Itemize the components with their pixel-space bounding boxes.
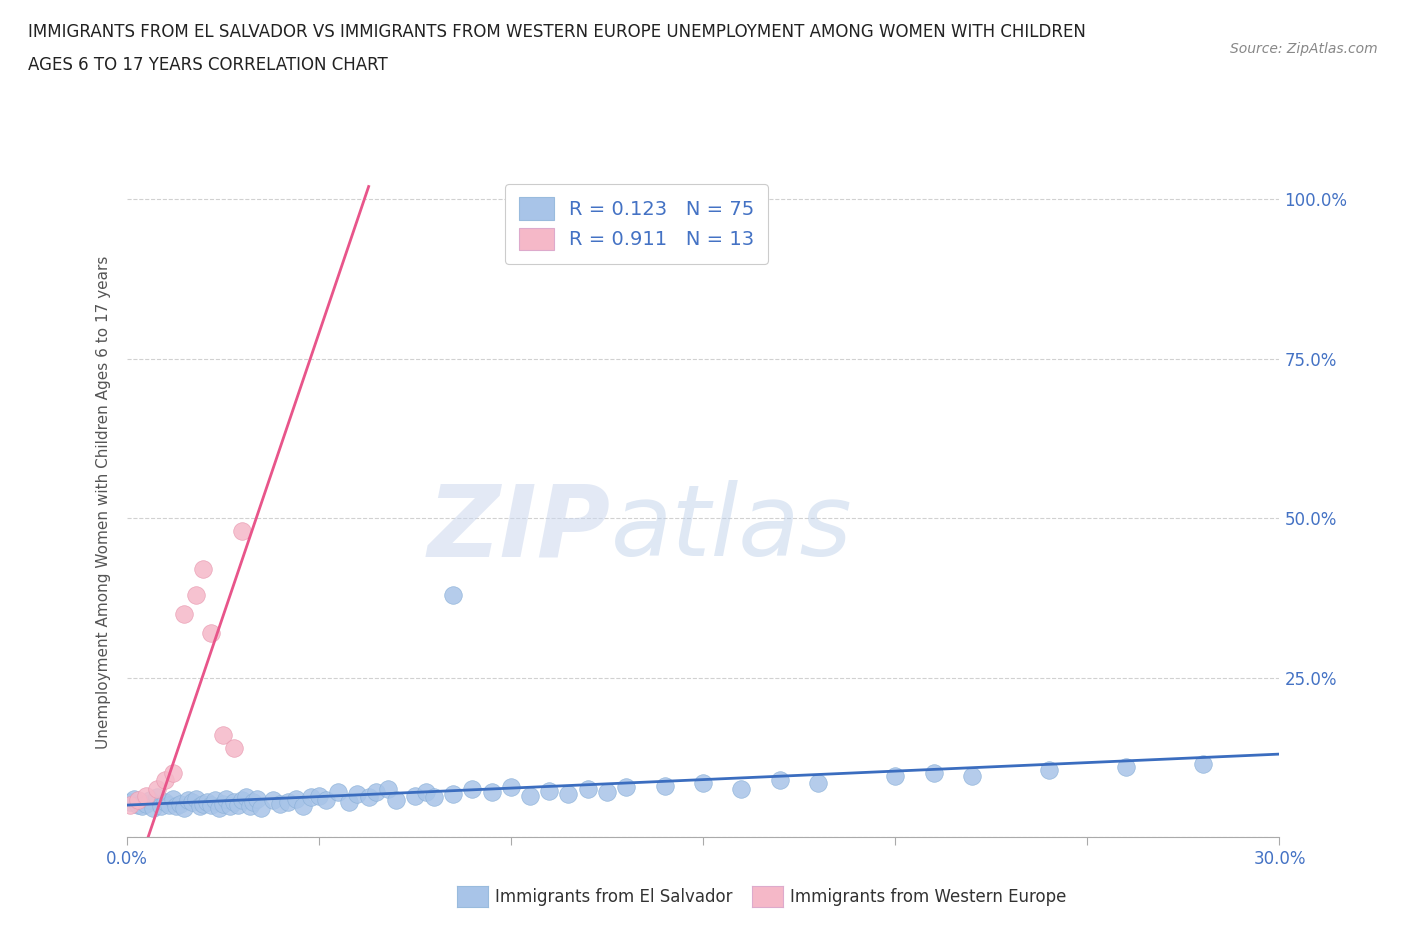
- Point: [122, 791, 145, 806]
- Text: Source: ZipAtlas.com: Source: ZipAtlas.com: [1230, 42, 1378, 56]
- Point: [250, 801, 273, 816]
- Point: [730, 782, 752, 797]
- Point: [384, 792, 406, 807]
- Point: [654, 778, 676, 793]
- Point: [519, 788, 541, 803]
- Point: [277, 794, 299, 809]
- Point: [557, 786, 579, 801]
- Point: [224, 794, 246, 809]
- Point: [481, 785, 503, 800]
- Point: [231, 792, 253, 807]
- Point: [339, 794, 361, 809]
- Point: [326, 785, 349, 800]
- Point: [193, 562, 215, 577]
- Point: [377, 782, 399, 797]
- Point: [242, 794, 264, 809]
- Legend: R = 0.123   N = 75, R = 0.911   N = 13: R = 0.123 N = 75, R = 0.911 N = 13: [505, 184, 768, 264]
- Point: [204, 792, 226, 807]
- Point: [224, 740, 246, 755]
- Point: [219, 799, 242, 814]
- Point: [299, 790, 322, 804]
- Point: [173, 606, 195, 621]
- Point: [153, 772, 176, 787]
- Point: [131, 799, 153, 814]
- Point: [1191, 756, 1213, 771]
- Point: [415, 785, 437, 800]
- Point: [184, 791, 207, 806]
- Point: [127, 792, 149, 807]
- Point: [146, 782, 169, 797]
- Point: [200, 798, 222, 813]
- Point: [231, 524, 253, 538]
- Point: [884, 769, 907, 784]
- Text: IMMIGRANTS FROM EL SALVADOR VS IMMIGRANTS FROM WESTERN EUROPE UNEMPLOYMENT AMONG: IMMIGRANTS FROM EL SALVADOR VS IMMIGRANT…: [28, 23, 1085, 41]
- Point: [614, 780, 637, 795]
- Point: [169, 796, 191, 811]
- Point: [576, 782, 599, 797]
- Point: [195, 794, 218, 809]
- Point: [596, 785, 619, 800]
- Point: [346, 786, 368, 801]
- Point: [120, 794, 142, 809]
- Point: [284, 791, 307, 806]
- Text: Immigrants from Western Europe: Immigrants from Western Europe: [790, 887, 1067, 906]
- Point: [315, 792, 337, 807]
- Text: AGES 6 TO 17 YEARS CORRELATION CHART: AGES 6 TO 17 YEARS CORRELATION CHART: [28, 56, 388, 73]
- Point: [184, 587, 207, 602]
- Point: [180, 794, 202, 809]
- Text: ZIP: ZIP: [427, 481, 610, 578]
- Point: [269, 796, 291, 811]
- Point: [499, 780, 522, 795]
- Point: [404, 788, 426, 803]
- Point: [292, 799, 315, 814]
- Point: [769, 772, 792, 787]
- Point: [441, 587, 464, 602]
- Point: [208, 801, 231, 816]
- Point: [366, 785, 388, 800]
- Point: [166, 799, 188, 814]
- Point: [211, 727, 233, 742]
- Point: [461, 782, 484, 797]
- Point: [177, 792, 200, 807]
- Point: [235, 790, 257, 804]
- Point: [238, 799, 260, 814]
- Point: [150, 799, 173, 814]
- Point: [538, 784, 561, 799]
- Point: [142, 801, 165, 816]
- Point: [135, 788, 157, 803]
- Point: [135, 796, 157, 811]
- Point: [692, 776, 714, 790]
- Point: [120, 798, 142, 813]
- Point: [193, 796, 215, 811]
- Point: [922, 765, 945, 780]
- Point: [1038, 763, 1060, 777]
- Point: [308, 788, 330, 803]
- Point: [188, 799, 211, 814]
- Point: [173, 801, 195, 816]
- Point: [211, 796, 233, 811]
- Point: [200, 626, 222, 641]
- Point: [226, 798, 249, 813]
- Point: [960, 769, 983, 784]
- Point: [423, 790, 446, 804]
- Point: [262, 792, 284, 807]
- Text: atlas: atlas: [610, 481, 852, 578]
- Point: [807, 776, 830, 790]
- Point: [146, 790, 169, 804]
- Point: [215, 791, 238, 806]
- Point: [127, 798, 149, 813]
- Point: [157, 798, 180, 813]
- Point: [441, 786, 464, 801]
- Text: Immigrants from El Salvador: Immigrants from El Salvador: [495, 887, 733, 906]
- Y-axis label: Unemployment Among Women with Children Ages 6 to 17 years: Unemployment Among Women with Children A…: [96, 256, 111, 749]
- Point: [357, 790, 380, 804]
- Point: [153, 794, 176, 809]
- Point: [162, 791, 184, 806]
- Point: [1115, 760, 1137, 775]
- Point: [246, 791, 269, 806]
- Point: [162, 765, 184, 780]
- Point: [138, 792, 160, 807]
